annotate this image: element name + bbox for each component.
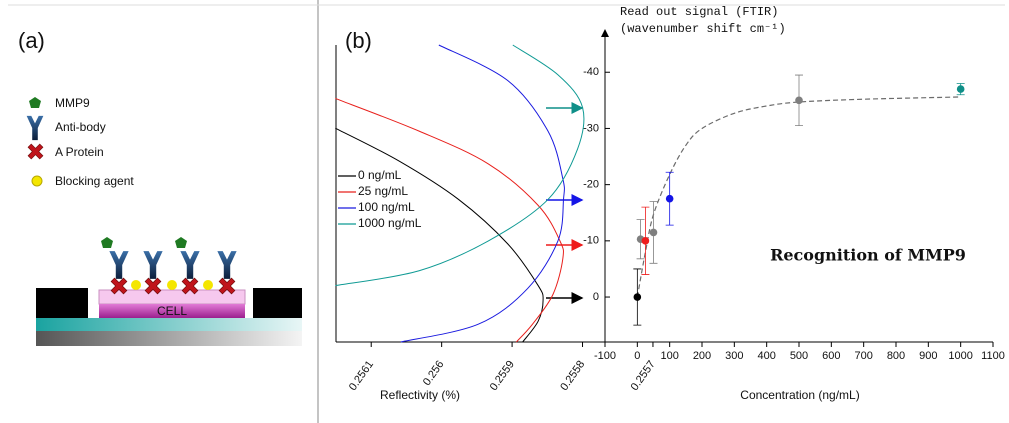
legend-text: A Protein xyxy=(55,145,104,159)
legend-label: 0 ng/mL xyxy=(358,168,402,182)
y-tick-label: 0 xyxy=(593,291,599,303)
x-tick-label: 300 xyxy=(725,350,743,362)
legend-label: 100 ng/mL xyxy=(358,200,415,214)
shift-arrows xyxy=(546,102,584,304)
antibody-row xyxy=(101,237,237,295)
x-tick-label: -100 xyxy=(594,350,616,362)
block xyxy=(36,288,88,318)
x-tick-label: 0.2559 xyxy=(488,359,517,393)
x-tick-label: 600 xyxy=(822,350,840,362)
x-axis-label: Concentration (ng/mL) xyxy=(740,388,859,402)
point xyxy=(641,237,650,245)
x-tick-label: 0.2561 xyxy=(347,359,376,393)
point xyxy=(956,85,965,93)
point xyxy=(649,228,658,237)
base xyxy=(36,331,302,346)
x-tick-label: 100 xyxy=(660,350,678,362)
mmp9-icon xyxy=(29,97,41,108)
x-tick-label: 0.2558 xyxy=(558,359,587,393)
curve xyxy=(335,44,585,287)
legend-text: Anti-body xyxy=(55,120,106,134)
legend-label: 25 ng/mL xyxy=(358,184,408,198)
y-tick-label: -20 xyxy=(583,179,599,191)
curve xyxy=(400,44,565,343)
y-tick-label: -10 xyxy=(583,235,599,247)
curve xyxy=(335,97,565,343)
y-axis-label: (wavenumber shift cm⁻¹) xyxy=(620,22,786,36)
block xyxy=(253,288,302,318)
x-tick-label: 0.2557 xyxy=(629,359,658,393)
y-tick-label: -40 xyxy=(583,66,599,78)
x-tick-label: 900 xyxy=(919,350,937,362)
fit-curve xyxy=(636,96,961,298)
y-tick-label: -30 xyxy=(583,122,599,134)
substrate xyxy=(36,318,302,331)
antibody-icon xyxy=(26,115,44,141)
x-tick-label: 1000 xyxy=(948,350,972,362)
x-axis-label: Reflectivity (%) xyxy=(380,388,460,402)
point xyxy=(665,194,674,203)
panel-label: (b) xyxy=(345,28,372,53)
legend-text: MMP9 xyxy=(55,96,90,110)
cell-label: CELL xyxy=(157,304,187,318)
legend-text: Blocking agent xyxy=(55,174,134,188)
x-tick-label: 0 xyxy=(634,350,640,362)
x-tick-label: 1100 xyxy=(981,350,1005,362)
x-tick-label: 200 xyxy=(693,350,711,362)
x-tick-label: 500 xyxy=(790,350,808,362)
annotation: Recognition of MMP9 xyxy=(770,246,966,265)
curve xyxy=(335,127,544,343)
x-tick-label: 0.256 xyxy=(421,359,447,388)
cell xyxy=(99,304,245,318)
blocking-icon xyxy=(31,175,43,187)
panel-label: (a) xyxy=(18,28,45,53)
x-tick-label: 400 xyxy=(757,350,775,362)
x-tick-label: 800 xyxy=(887,350,905,362)
protein-icon xyxy=(27,143,44,160)
point xyxy=(633,293,642,301)
x-tick-label: 700 xyxy=(854,350,872,362)
y-axis-label: Read out signal (FTIR) xyxy=(620,5,778,19)
legend-label: 1000 ng/mL xyxy=(358,216,422,230)
point xyxy=(795,96,803,105)
